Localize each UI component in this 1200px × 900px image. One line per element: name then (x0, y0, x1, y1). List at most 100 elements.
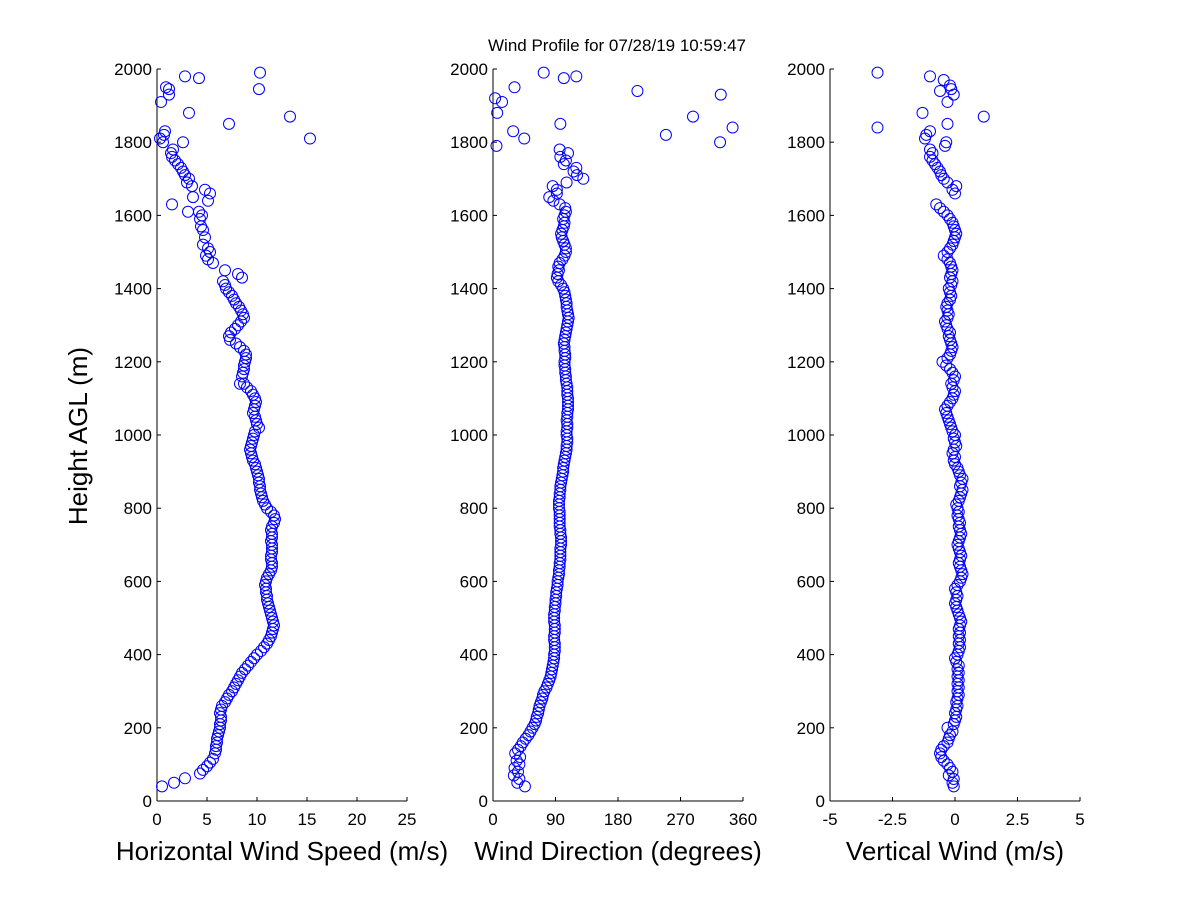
data-point-speed (196, 209, 208, 222)
data-point-vertical (940, 136, 953, 149)
data-point-vertical (977, 110, 990, 123)
y-tick-label-direction: 400 (460, 646, 488, 665)
data-point-speed (229, 322, 241, 335)
data-point-speed (248, 652, 260, 665)
data-point-direction (570, 161, 583, 174)
data-point-speed (172, 158, 184, 171)
data-point-vertical (944, 396, 956, 409)
y-tick-label-speed: 1000 (114, 426, 152, 445)
data-point-direction (550, 183, 563, 196)
data-point-vertical (916, 106, 929, 119)
data-point-speed (254, 66, 266, 79)
data-point-direction (513, 758, 526, 771)
data-point-vertical (920, 128, 933, 141)
data-point-speed (163, 83, 175, 96)
data-point-vertical (926, 147, 939, 160)
data-point-vertical (871, 66, 884, 79)
data-point-direction (536, 692, 549, 705)
y-tick-label-vertical: 1000 (787, 426, 825, 445)
data-point-direction (532, 707, 545, 720)
y-tick-label-speed: 0 (143, 792, 152, 811)
data-point-speed (304, 132, 316, 145)
data-point-speed (245, 385, 257, 398)
data-point-direction (567, 165, 580, 178)
data-point-direction (537, 66, 550, 79)
data-point-direction (562, 147, 574, 160)
data-point-direction (687, 110, 699, 123)
data-point-speed (193, 72, 205, 85)
data-point-speed (167, 143, 179, 156)
data-point-direction (507, 125, 520, 138)
data-point-speed (234, 341, 246, 354)
data-point-speed (223, 286, 235, 299)
x-tick-label-vertical: 2.5 (1006, 810, 1030, 829)
data-point-vertical (944, 242, 956, 255)
data-point-direction (714, 88, 727, 101)
data-point-direction (496, 95, 509, 108)
data-point-direction (552, 264, 565, 277)
data-point-speed (238, 344, 250, 357)
data-point-speed (197, 238, 209, 251)
y-tick-label-speed: 1800 (114, 133, 152, 152)
data-point-direction (508, 81, 521, 94)
y-tick-label-speed: 400 (124, 646, 152, 665)
y-tick-label-direction: 1400 (450, 280, 488, 299)
data-point-vertical (941, 176, 954, 189)
data-point-speed (232, 319, 244, 332)
data-point-direction (631, 84, 644, 97)
data-point-speed (182, 205, 194, 218)
y-tick-label-speed: 1200 (114, 353, 152, 372)
data-point-speed (207, 752, 219, 765)
data-point-speed (175, 161, 187, 174)
data-point-speed (230, 337, 242, 350)
data-point-vertical (937, 249, 950, 262)
data-point-speed (177, 136, 189, 149)
data-point-vertical (930, 198, 943, 211)
data-point-direction (554, 150, 567, 163)
data-point-speed (236, 666, 248, 679)
data-point-vertical (937, 205, 950, 218)
data-point-vertical (946, 366, 959, 379)
data-point-direction (560, 176, 573, 189)
data-point-speed (199, 183, 211, 196)
data-point-speed (183, 106, 195, 119)
data-point-speed (200, 249, 212, 262)
data-point-direction (507, 769, 520, 782)
y-tick-label-vertical: 1600 (787, 206, 825, 225)
data-point-speed (234, 377, 246, 390)
x-axis-label-speed: Horizontal Wind Speed (m/s) (116, 836, 448, 866)
panel-wind-direction: 0 200 400 600 800 1000 1200 1400 1600 1800 2000 0 90… (450, 60, 762, 866)
data-point-speed (225, 326, 237, 339)
y-tick-label-direction: 0 (479, 792, 488, 811)
data-point-speed (219, 264, 231, 277)
data-point-speed (201, 760, 213, 773)
data-point-speed (245, 655, 257, 668)
x-tick-label-direction: 270 (666, 810, 694, 829)
data-point-direction (659, 128, 672, 141)
data-point-vertical (941, 758, 954, 771)
x-tick-label-speed: 10 (248, 810, 267, 829)
data-point-vertical (950, 180, 963, 193)
x-tick-label-direction: 360 (729, 810, 757, 829)
data-point-speed (251, 648, 263, 661)
data-point-speed (179, 772, 191, 785)
data-point-speed (265, 505, 277, 518)
data-point-vertical (941, 297, 954, 310)
x-tick-label-vertical: -5 (822, 810, 837, 829)
data-point-speed (156, 780, 168, 793)
data-point-vertical (924, 125, 936, 138)
x-tick-label-speed: 5 (202, 810, 211, 829)
data-point-direction (559, 246, 572, 258)
data-point-vertical (944, 326, 956, 339)
data-point-vertical (944, 729, 956, 742)
data-point-direction (554, 117, 567, 130)
data-point-vertical (937, 73, 950, 86)
y-tick-label-speed: 800 (124, 499, 152, 518)
data-point-direction (555, 278, 568, 291)
x-tick-label-speed: 20 (348, 810, 367, 829)
y-tick-label-vertical: 0 (816, 792, 825, 811)
data-point-direction (530, 714, 543, 727)
data-point-vertical (934, 202, 946, 215)
data-point-vertical (949, 652, 961, 665)
data-point-speed (232, 267, 244, 280)
